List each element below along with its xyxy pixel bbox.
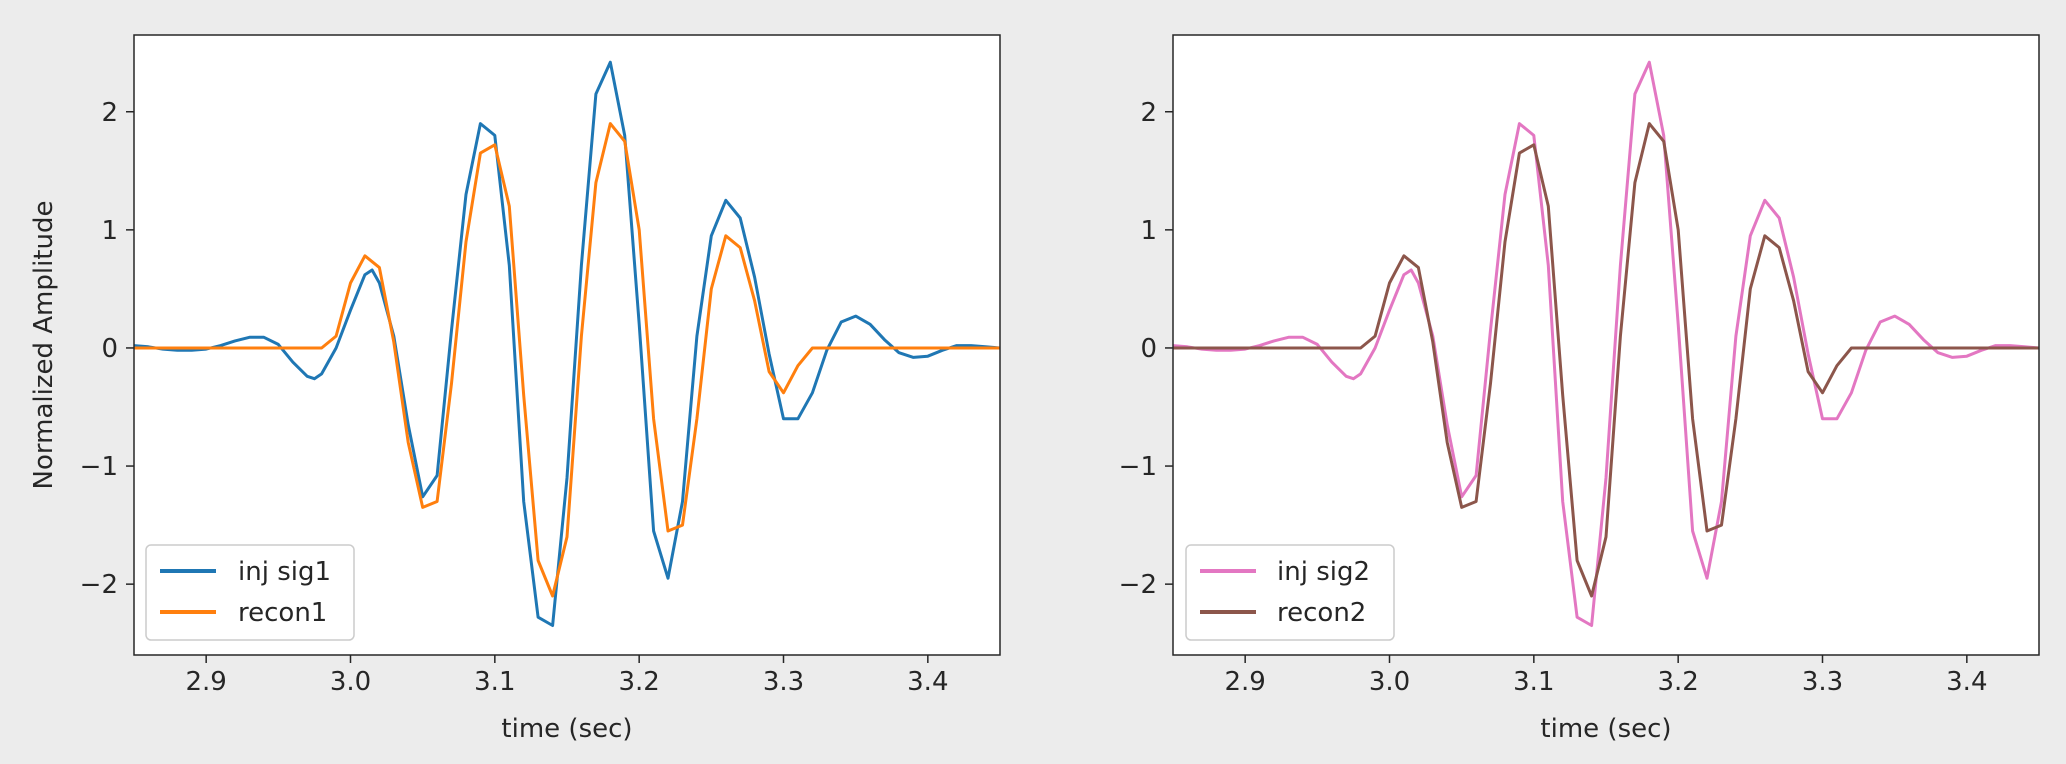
y-tick-label: 2 bbox=[101, 98, 118, 128]
x-axis-label-right: time (sec) bbox=[1540, 714, 1671, 744]
series-line-inj-sig2 bbox=[1172, 60, 2040, 627]
x-ticks-left: 2.9 3.0 3.1 3.2 3.3 3.4 bbox=[185, 655, 949, 697]
x-tick-label: 3.2 bbox=[618, 667, 659, 697]
y-tick-label: −1 bbox=[80, 452, 118, 482]
x-tick-label: 3.4 bbox=[907, 667, 948, 697]
y-tick-label: 0 bbox=[101, 334, 118, 364]
y-tick-label: −2 bbox=[80, 570, 118, 600]
y-tick-label: 0 bbox=[1140, 334, 1157, 364]
x-tick-label: 2.9 bbox=[1224, 667, 1265, 697]
series-line-inj-sig1 bbox=[133, 60, 1001, 627]
legend-box-right bbox=[1185, 544, 1395, 641]
legend-label-inj-sig2: inj sig2 bbox=[1277, 557, 1370, 587]
series-layer-right bbox=[1172, 60, 2040, 627]
series-line-recon2 bbox=[1173, 122, 2039, 598]
series-layer-left bbox=[133, 60, 1001, 627]
y-ticks-left: −2 −1 0 1 2 bbox=[80, 98, 134, 600]
y-tick-label: −1 bbox=[1119, 452, 1157, 482]
x-tick-label: 3.1 bbox=[474, 667, 515, 697]
subplot-right: 2.9 3.0 3.1 3.2 3.3 3.4 −2 −1 0 1 2 time (sec) in… bbox=[1119, 34, 2040, 744]
x-tick-label: 3.2 bbox=[1657, 667, 1698, 697]
y-axis-label-left: Normalized Amplitude bbox=[29, 201, 59, 490]
x-axis-label-left: time (sec) bbox=[501, 714, 632, 744]
legend-left: inj sig1 recon1 bbox=[145, 544, 355, 641]
x-tick-label: 3.1 bbox=[1513, 667, 1554, 697]
x-tick-label: 3.3 bbox=[763, 667, 804, 697]
plot-frame-left bbox=[133, 34, 1001, 656]
y-tick-label: 1 bbox=[1140, 216, 1157, 246]
subplot-left: 2.9 3.0 3.1 3.2 3.3 3.4 −2 −1 0 1 2 time (sec) No… bbox=[29, 34, 1001, 744]
legend-label-recon2: recon2 bbox=[1277, 598, 1366, 628]
x-tick-label: 3.3 bbox=[1802, 667, 1843, 697]
legend-label-recon1: recon1 bbox=[238, 598, 327, 628]
x-tick-label: 3.4 bbox=[1946, 667, 1987, 697]
x-tick-label: 3.0 bbox=[330, 667, 371, 697]
y-ticks-right: −2 −1 0 1 2 bbox=[1119, 98, 1173, 600]
y-tick-label: 1 bbox=[101, 216, 118, 246]
legend-label-inj-sig1: inj sig1 bbox=[238, 557, 331, 587]
plot-frame-right bbox=[1172, 34, 2040, 656]
x-tick-label: 2.9 bbox=[185, 667, 226, 697]
y-tick-label: −2 bbox=[1119, 570, 1157, 600]
legend-right: inj sig2 recon2 bbox=[1185, 544, 1395, 641]
y-tick-label: 2 bbox=[1140, 98, 1157, 128]
x-ticks-right: 2.9 3.0 3.1 3.2 3.3 3.4 bbox=[1224, 655, 1988, 697]
x-tick-label: 3.0 bbox=[1369, 667, 1410, 697]
legend-box-left bbox=[145, 544, 355, 641]
series-line-recon1 bbox=[134, 122, 1000, 598]
